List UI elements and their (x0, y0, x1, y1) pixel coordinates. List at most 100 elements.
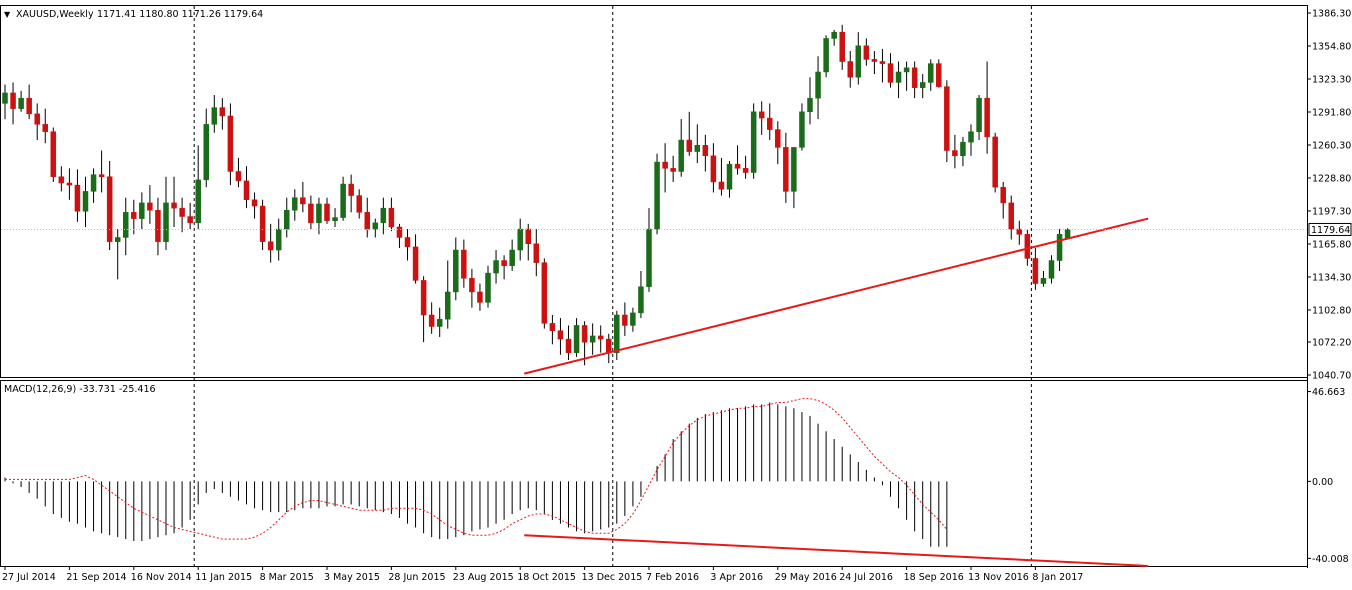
candle-bullish (726, 163, 733, 190)
candle-bullish (750, 111, 757, 173)
candle-bullish (903, 67, 910, 73)
candle-bearish (469, 278, 475, 293)
candle-bullish (340, 183, 346, 218)
time-tick-label: 13 Dec 2015 (582, 572, 643, 583)
candle-bearish (131, 212, 137, 219)
candle-bearish (1032, 258, 1039, 284)
candle-bearish (155, 209, 161, 242)
candle-bullish (968, 131, 974, 143)
macd-tick-label: 0.00 (1312, 477, 1333, 488)
candle-bearish (267, 241, 274, 251)
chart-header-marker[interactable]: ▼ (4, 10, 11, 19)
candle-bullish (493, 260, 499, 274)
candle-bullish (292, 197, 298, 211)
candle-bullish (284, 209, 290, 230)
candle-bearish (1008, 202, 1014, 230)
macd-histogram (4, 402, 948, 547)
candle-bullish (614, 314, 620, 353)
candle-bullish (445, 291, 451, 320)
candle-bullish (123, 212, 129, 238)
candle-bullish (799, 111, 805, 148)
candle-bullish (1064, 229, 1071, 239)
candle-bearish (364, 212, 370, 230)
candle-bearish (783, 147, 789, 192)
candle-bearish (710, 155, 717, 183)
current-price-box (1308, 222, 1352, 236)
candle-bullish (114, 237, 121, 242)
time-tick-label: 7 Feb 2016 (646, 572, 699, 583)
candle-bullish (823, 38, 829, 73)
price-tick-label: 1165.80 (1312, 239, 1351, 250)
candle-bearish (944, 86, 950, 151)
time-axis: 27 Jul 2014 21 Sep 2014 16 Nov 2014 11 Jan … (2, 566, 1083, 583)
price-trendline (523, 217, 1149, 375)
candle-bearish (58, 176, 65, 184)
candle-bullish (82, 191, 89, 212)
candle-bearish (356, 195, 362, 213)
candle-bearish (541, 262, 548, 324)
candle-bearish (581, 325, 588, 343)
candle-bullish (436, 318, 443, 327)
candle-bearish (251, 199, 258, 207)
candle-bearish (718, 181, 725, 190)
candle-bullish (855, 45, 862, 78)
time-tick-label: 23 Aug 2015 (453, 572, 514, 583)
macd-label: MACD(12,26,9) -33.731 -25.416 (4, 384, 156, 395)
candle-bearish (622, 314, 628, 326)
macd-tick-label: 46.663 (1312, 387, 1345, 398)
time-tick-label: 3 Apr 2016 (710, 572, 763, 583)
candle-bullish (453, 249, 459, 293)
candle-bearish (670, 168, 676, 172)
macd-tick-label: -40.008 (1312, 554, 1349, 565)
candle-bearish (887, 63, 894, 83)
candle-bearish (428, 314, 435, 327)
candle-bearish (42, 124, 48, 132)
candle-bullish (589, 335, 596, 343)
candle-bearish (259, 205, 266, 242)
candle-bearish (235, 171, 242, 182)
candle-bullish (211, 107, 218, 125)
chart-symbol: XAUUSD,Weekly (16, 9, 94, 20)
candle-bearish (952, 150, 958, 157)
candle-bearish (324, 203, 330, 221)
candle-bullish (485, 272, 491, 303)
candle-bearish (597, 335, 604, 340)
candle-bullish (509, 249, 515, 267)
price-tick-label: 1354.80 (1312, 41, 1351, 52)
price-panel-frame (0, 5, 1308, 378)
candle-bearish (412, 246, 419, 281)
candle-bearish (549, 323, 556, 331)
candle-bearish (879, 61, 886, 64)
candle-bearish (420, 280, 427, 316)
candle-bullish (654, 161, 660, 230)
candle-bearish (477, 291, 483, 303)
candle-bearish (936, 63, 942, 87)
time-tick-label: 8 Mar 2015 (260, 572, 314, 583)
candle-bullish (807, 97, 813, 113)
candle-bearish (767, 117, 773, 130)
candle-bullish (928, 63, 934, 83)
candle-bullish (919, 82, 926, 88)
candle-bearish (662, 161, 668, 169)
candle-bearish (565, 338, 572, 353)
candle-bearish (992, 136, 998, 188)
candle-bearish (686, 139, 692, 152)
candle-bearish (839, 31, 845, 62)
time-tick-label: 29 May 2016 (775, 572, 837, 583)
candle-bullish (976, 97, 982, 132)
candle-bearish (300, 197, 306, 205)
candle-bullish (139, 202, 145, 219)
candle-bullish (573, 325, 580, 353)
candle-bullish (2, 92, 8, 104)
candle-bearish (74, 184, 81, 212)
candle-bearish (50, 131, 57, 177)
candle-bullish (678, 139, 684, 172)
candle-bearish (1024, 234, 1031, 259)
time-tick-label: 13 Nov 2016 (968, 572, 1029, 583)
candle-bearish (863, 45, 870, 60)
candle-bullish (195, 179, 201, 224)
candle-bearish (847, 61, 853, 78)
candle-bearish (702, 145, 709, 157)
price-tick-label: 1102.80 (1312, 305, 1351, 316)
